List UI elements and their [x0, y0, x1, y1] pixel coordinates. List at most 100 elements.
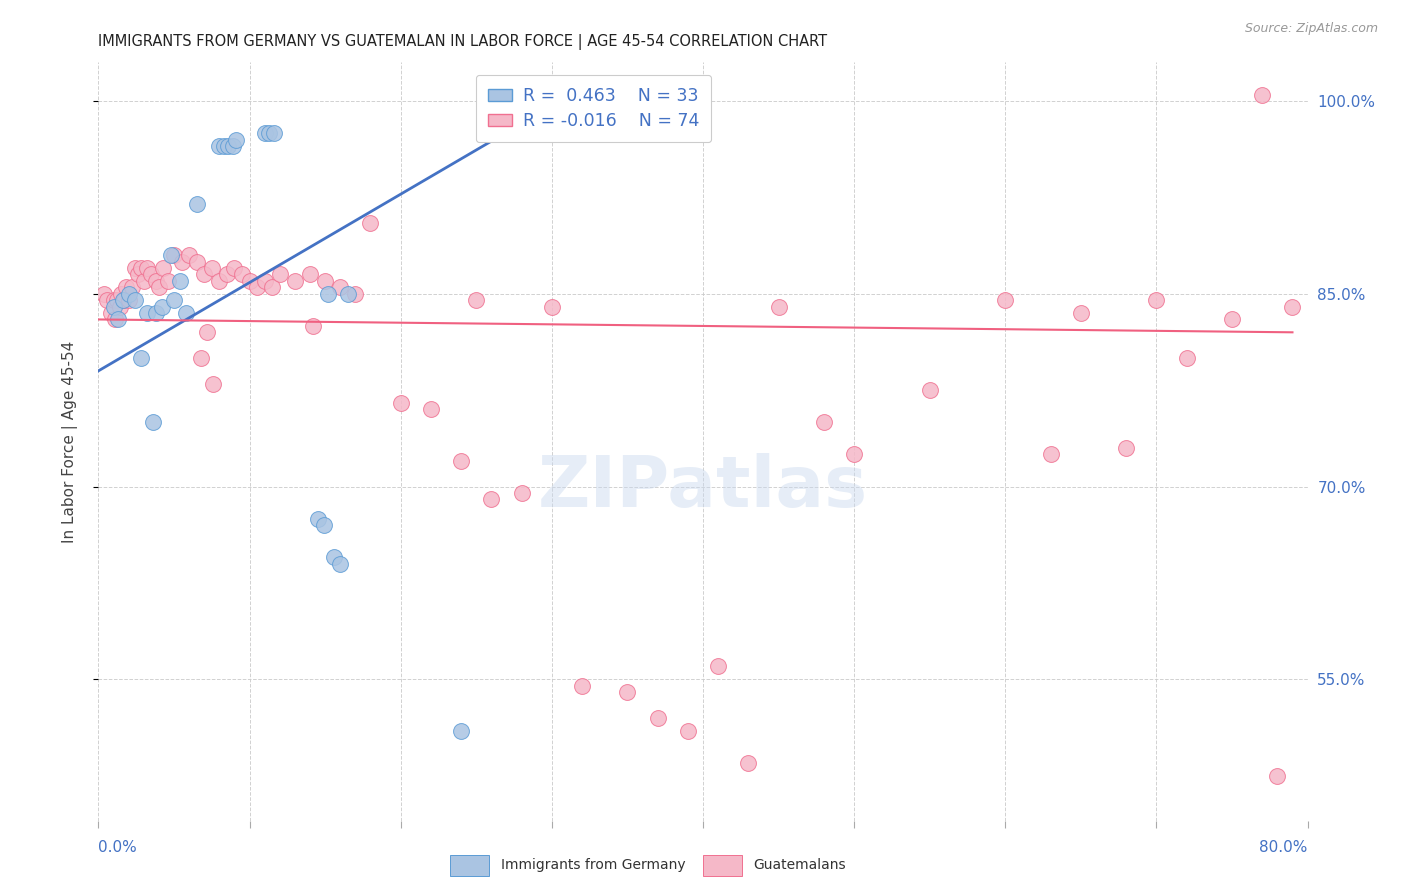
Point [129, 261, 152, 276]
Point [284, 274, 307, 288]
Point [121, 280, 143, 294]
Y-axis label: In Labor Force | Age 45-54: In Labor Force | Age 45-54 [62, 341, 77, 542]
Point [253, 274, 276, 288]
Point [163, 293, 186, 308]
Point [450, 723, 472, 738]
Point [253, 126, 276, 140]
Point [107, 312, 129, 326]
Point [336, 286, 359, 301]
Legend: R =  0.463    N = 33, R = -0.016    N = 74: R = 0.463 N = 33, R = -0.016 N = 74 [475, 75, 711, 142]
Point [114, 280, 136, 294]
Text: IMMIGRANTS FROM GERMANY VS GUATEMALAN IN LABOR FORCE | AGE 45-54 CORRELATION CHA: IMMIGRANTS FROM GERMANY VS GUATEMALAN IN… [98, 34, 828, 50]
Point [312, 518, 335, 533]
Point [1251, 87, 1274, 102]
Point [389, 396, 412, 410]
Point [450, 454, 472, 468]
Point [548, 126, 571, 140]
Point [344, 286, 367, 301]
Point [150, 300, 173, 314]
Point [145, 274, 167, 288]
Point [201, 261, 224, 276]
Point [813, 415, 835, 429]
Point [108, 300, 131, 314]
Point [141, 268, 163, 282]
Point [170, 254, 193, 268]
Point [110, 286, 132, 301]
Point [96, 293, 118, 308]
Point [616, 685, 638, 699]
Point [495, 126, 517, 140]
Point [152, 261, 174, 276]
Point [225, 132, 247, 146]
Point [465, 293, 488, 308]
Point [231, 268, 253, 282]
Point [918, 383, 941, 397]
Point [103, 293, 125, 308]
Point [104, 312, 127, 326]
Point [132, 274, 155, 288]
Point [163, 248, 186, 262]
Point [135, 261, 157, 276]
Point [118, 293, 141, 308]
Point [174, 306, 197, 320]
Text: Immigrants from Germany: Immigrants from Germany [501, 858, 685, 872]
Point [1070, 306, 1092, 320]
Text: 0.0%: 0.0% [98, 840, 138, 855]
Point [103, 300, 125, 314]
Point [145, 306, 167, 320]
Point [112, 293, 135, 308]
Point [215, 268, 238, 282]
Point [118, 286, 141, 301]
Point [186, 254, 208, 268]
Point [420, 402, 443, 417]
Point [329, 557, 352, 571]
Point [1115, 441, 1137, 455]
Point [124, 293, 146, 308]
Point [269, 268, 291, 282]
Point [127, 268, 149, 282]
Point [124, 261, 146, 276]
Point [481, 492, 503, 507]
Point [239, 274, 262, 288]
Point [212, 139, 235, 153]
Point [93, 286, 115, 301]
Point [202, 376, 225, 391]
Point [169, 274, 191, 288]
FancyBboxPatch shape [450, 855, 489, 876]
Text: ZIPatlas: ZIPatlas [538, 452, 868, 522]
Point [262, 280, 284, 294]
Point [571, 679, 593, 693]
Point [135, 306, 157, 320]
Point [329, 280, 352, 294]
Point [540, 300, 562, 314]
Text: 80.0%: 80.0% [1260, 840, 1308, 855]
Point [316, 286, 339, 301]
Point [224, 261, 246, 276]
Point [186, 196, 208, 211]
Point [307, 511, 329, 525]
Point [323, 550, 346, 565]
Point [195, 326, 218, 340]
Point [1220, 312, 1243, 326]
Point [707, 659, 730, 673]
Point [994, 293, 1017, 308]
Point [526, 126, 548, 140]
Text: Source: ZipAtlas.com: Source: ZipAtlas.com [1244, 22, 1378, 36]
Point [148, 280, 170, 294]
Point [190, 351, 212, 365]
Point [100, 306, 122, 320]
Point [1175, 351, 1198, 365]
Text: Guatemalans: Guatemalans [754, 858, 846, 872]
Point [1281, 300, 1303, 314]
Point [142, 415, 165, 429]
Point [208, 139, 231, 153]
Point [246, 280, 269, 294]
Point [217, 139, 239, 153]
Point [647, 711, 669, 725]
Point [193, 268, 215, 282]
Point [302, 318, 325, 333]
Point [222, 139, 245, 153]
Point [105, 293, 128, 308]
FancyBboxPatch shape [703, 855, 742, 876]
Point [179, 248, 201, 262]
